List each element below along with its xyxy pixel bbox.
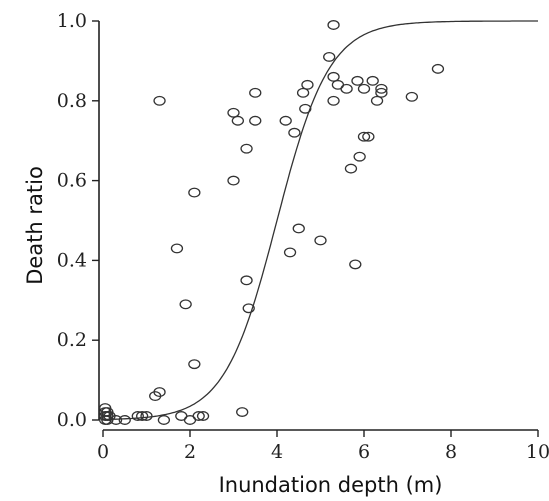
data-point (283, 247, 297, 258)
data-point (249, 87, 262, 98)
data-point (140, 411, 153, 421)
data-point (236, 407, 249, 417)
data-point (135, 411, 149, 421)
data-point (327, 95, 340, 106)
data-point (375, 83, 388, 94)
y-axis-title: Death ratio (23, 166, 47, 285)
data-point (292, 223, 305, 234)
data-point (340, 83, 353, 94)
y-tick-label: 0.0 (57, 409, 87, 431)
data-point (288, 127, 301, 138)
data-point (353, 151, 366, 162)
x-axis-ticks: 0 2 4 6 8 10 (97, 430, 549, 463)
data-point (327, 20, 340, 30)
data-point (179, 299, 192, 310)
y-tick-label: 0.2 (57, 329, 87, 351)
data-point (362, 131, 375, 142)
data-point (240, 143, 253, 154)
data-point (370, 95, 384, 106)
data-point (375, 87, 388, 98)
data-point (351, 75, 364, 86)
y-tick-label: 0.8 (57, 90, 87, 112)
x-axis-title: Inundation depth (m) (219, 473, 443, 497)
data-point (314, 235, 327, 246)
data-point (323, 51, 336, 62)
data-point (344, 163, 358, 174)
y-axis-ticks: 0.0 0.2 0.4 0.6 0.8 1.0 (57, 10, 99, 431)
data-point (299, 103, 312, 114)
data-point (327, 71, 340, 82)
data-point (153, 387, 166, 398)
data-point (431, 63, 445, 74)
data-point (227, 175, 240, 186)
data-point (227, 107, 240, 118)
x-tick-label: 6 (358, 441, 370, 463)
x-tick-label: 0 (97, 441, 109, 463)
data-point (131, 411, 144, 421)
data-point (296, 87, 310, 98)
logistic-fit-curve (102, 20, 538, 421)
data-point (405, 91, 419, 102)
data-point (188, 359, 201, 370)
data-point (301, 79, 314, 90)
data-point (109, 415, 123, 425)
data-point (118, 415, 131, 425)
x-tick-label: 10 (526, 441, 549, 463)
data-point (170, 243, 184, 254)
y-tick-label: 0.6 (57, 170, 87, 192)
y-tick-label: 1.0 (57, 10, 87, 32)
axes (98, 21, 538, 431)
data-point (249, 115, 262, 126)
data-points (99, 20, 445, 425)
data-point (153, 95, 166, 106)
data-point (192, 411, 205, 421)
data-point (242, 303, 255, 314)
x-tick-label: 2 (184, 441, 196, 463)
data-point (157, 415, 171, 425)
x-tick-label: 4 (271, 441, 283, 463)
y-tick-label: 0.4 (57, 249, 87, 271)
data-point (366, 75, 379, 86)
x-tick-label: 8 (445, 441, 457, 463)
data-point (279, 115, 292, 126)
data-point (231, 115, 245, 126)
data-point (240, 275, 253, 286)
data-point (349, 259, 362, 270)
data-point (196, 411, 210, 421)
data-point (357, 83, 371, 94)
data-point (357, 131, 371, 142)
data-point (188, 187, 201, 198)
